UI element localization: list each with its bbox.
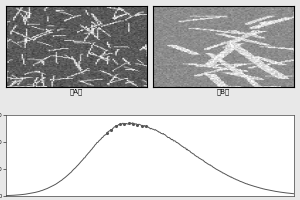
Point xyxy=(139,124,144,127)
X-axis label: （B）: （B） xyxy=(217,88,230,95)
Point xyxy=(122,122,127,125)
Point xyxy=(113,124,118,127)
Point xyxy=(130,122,135,125)
Point xyxy=(105,131,110,135)
Point xyxy=(109,128,114,132)
Point xyxy=(118,123,122,126)
Point xyxy=(135,123,140,126)
Point xyxy=(126,122,131,125)
X-axis label: （A）: （A） xyxy=(70,88,83,95)
Point xyxy=(144,125,148,128)
